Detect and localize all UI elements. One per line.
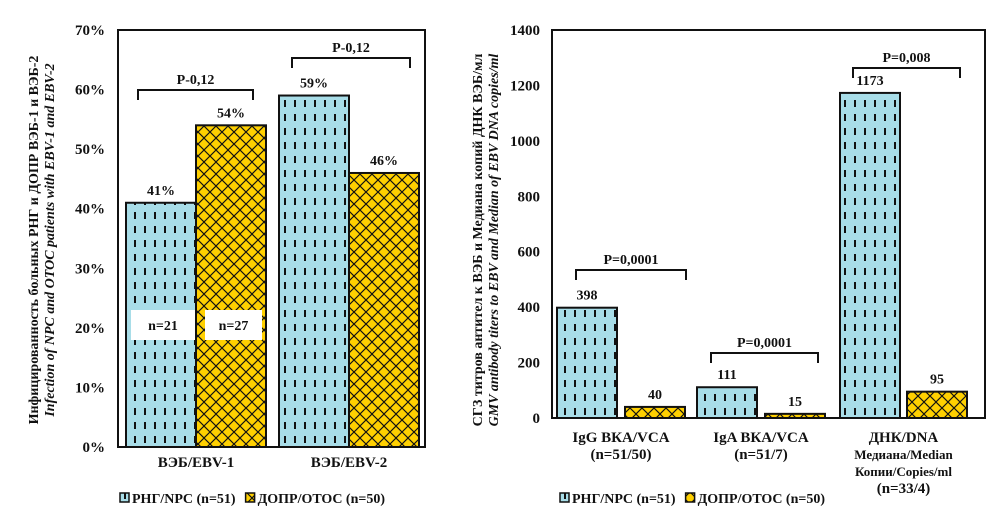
category-label: (n=51/50) <box>590 447 651 463</box>
bar-npc <box>278 94 350 449</box>
bar-npc <box>839 91 901 419</box>
n-label: n=27 <box>219 319 249 334</box>
bar-npc <box>556 306 618 419</box>
y-tick-label: 20% <box>75 321 105 337</box>
right-chart: 0 200 400 600 800 1000 1200 1400 398 40 IgG ВКА/VC… <box>510 23 986 507</box>
legend-label: РНГ/NPC (n=51) <box>132 492 236 507</box>
y-tick-label: 600 <box>518 245 541 261</box>
bar-otoc <box>195 124 267 448</box>
left-y-axis-title: Инфицированность больных РНГ и ДОПР ВЭБ-… <box>27 56 58 425</box>
y-tick-label: 0% <box>83 440 106 456</box>
n-label-box <box>205 310 262 340</box>
category-label: IgG ВКА/VCA <box>572 430 669 446</box>
bar-otoc <box>764 412 826 420</box>
p-value-label: P=0,0001 <box>603 253 658 268</box>
legend-label: РНГ/NPC (n=51) <box>572 492 676 507</box>
y-tick-label: 800 <box>518 189 541 205</box>
left-chart: 0% 10% 20% 30% 40% 50% 60% 70% 41% 54% ВЭБ/EBV-1 59… <box>75 23 426 507</box>
y-tick-label: 1400 <box>510 23 540 39</box>
y-tick-label: 50% <box>75 142 105 158</box>
right-y-axis-title-en: GMV antibody titers to EBV and Median of… <box>487 54 502 427</box>
p-value-bracket <box>852 67 961 78</box>
data-label: 46% <box>370 154 398 169</box>
data-label: 111 <box>717 368 736 383</box>
p-value-label: P=0,0001 <box>737 336 792 351</box>
legend-label: ДОПР/OTOC (n=50) <box>698 492 826 507</box>
plot-area-frame <box>117 29 426 448</box>
n-label: n=21 <box>148 319 178 334</box>
right-y-axis-title-ru: СГЗ титров антител к ВЭБ и Медиана копий… <box>471 53 486 426</box>
data-label: 95 <box>930 373 944 388</box>
p-value-bracket <box>575 269 687 280</box>
y-tick-label: 200 <box>518 356 541 372</box>
legend-label: ДОПР/OTOC (n=50) <box>258 492 386 507</box>
p-value-bracket <box>710 352 819 363</box>
category-label: (n=33/4) <box>877 481 931 497</box>
y-tick-label: 1000 <box>510 134 540 150</box>
legend-swatch-otoc <box>684 492 696 503</box>
data-label: 40 <box>648 388 662 403</box>
y-tick-label: 60% <box>75 83 105 99</box>
y-tick-label: 1200 <box>510 78 540 94</box>
left-y-axis-title-ru: Инфицированность больных РНГ и ДОПР ВЭБ-… <box>27 56 42 425</box>
category-label: IgA ВКА/VCA <box>713 430 809 446</box>
y-tick-label: 10% <box>75 380 105 396</box>
legend-swatch-npc <box>119 492 130 503</box>
y-tick-label: 400 <box>518 300 541 316</box>
y-tick-label: 40% <box>75 202 105 218</box>
bar-otoc <box>906 390 968 419</box>
p-value-bracket <box>137 89 254 100</box>
data-label: 398 <box>577 289 598 304</box>
data-label: 1173 <box>856 74 883 89</box>
category-label: ДНК/DNA <box>869 430 939 446</box>
left-y-axis-title-en: Infection of NPC and OTOC patients with … <box>43 63 58 417</box>
data-label: 59% <box>300 77 328 92</box>
p-value-label: P-0,12 <box>177 73 215 88</box>
n-label-box <box>131 310 195 340</box>
p-value-label: P=0,008 <box>882 51 930 66</box>
data-label: 54% <box>217 106 245 121</box>
data-label: 41% <box>147 184 175 199</box>
data-label: 15 <box>788 395 802 410</box>
category-label: ВЭБ/EBV-1 <box>158 455 235 471</box>
y-tick-label: 70% <box>75 23 105 39</box>
category-label: ВЭБ/EBV-2 <box>311 455 388 471</box>
category-label: Медиана/Median <box>854 447 953 462</box>
p-value-bracket <box>291 57 411 68</box>
category-label: Копии/Copies/ml <box>855 464 952 479</box>
right-y-axis-title: СГЗ титров антител к ВЭБ и Медиана копий… <box>471 53 502 426</box>
p-value-label: P-0,12 <box>332 41 370 56</box>
y-tick-label: 30% <box>75 261 105 277</box>
y-tick-label: 0 <box>533 411 541 427</box>
bar-npc <box>696 386 758 420</box>
legend-swatch-otoc <box>244 492 256 503</box>
legend-swatch-npc <box>559 492 570 503</box>
bar-otoc <box>348 171 420 448</box>
bar-otoc <box>624 405 686 419</box>
category-label: (n=51/7) <box>734 447 788 463</box>
